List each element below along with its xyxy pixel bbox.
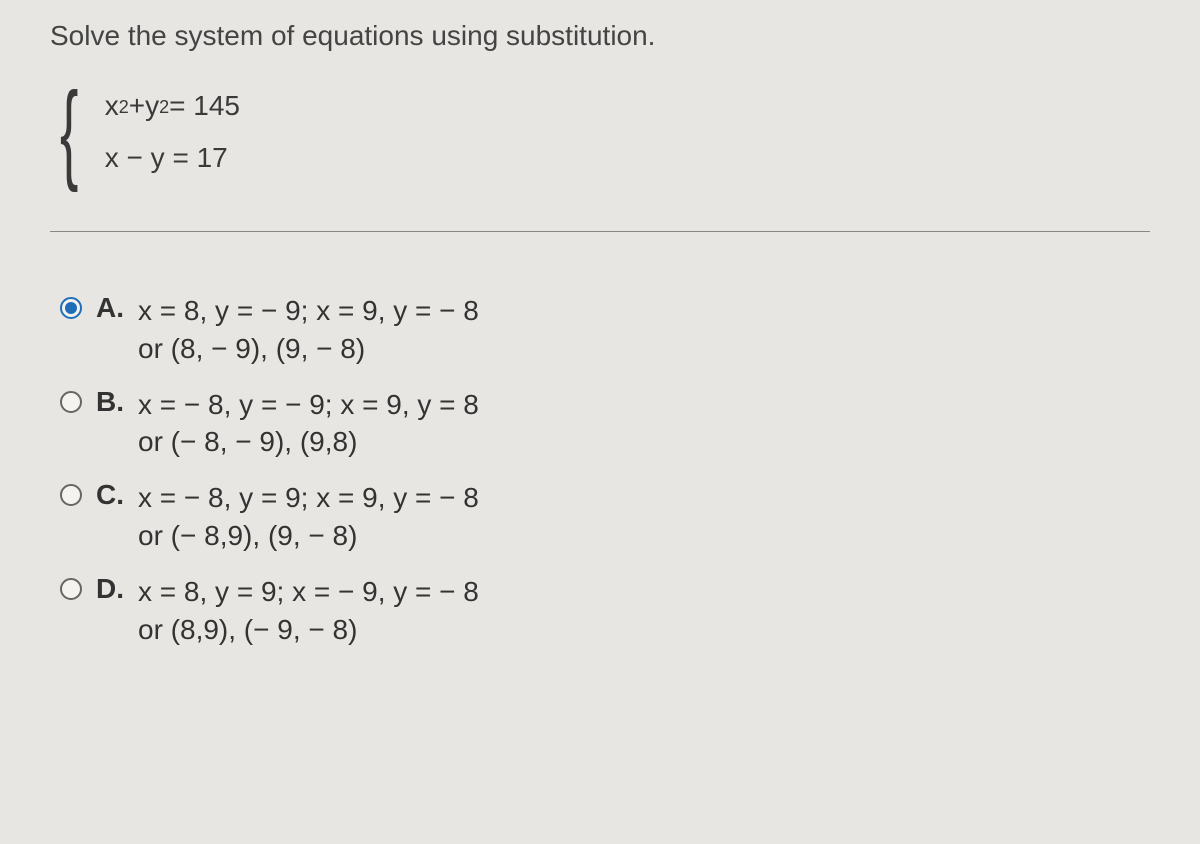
option-d-line1: x = 8, y = 9; x = − 9, y = − 8 [138, 573, 479, 611]
option-c-body: C. x = − 8, y = 9; x = 9, y = − 8 or (− … [96, 479, 479, 555]
eq1-sup2: 2 [159, 97, 169, 118]
options-group: A. x = 8, y = − 9; x = 9, y = − 8 or (8,… [60, 292, 1150, 648]
brace-symbol: { [60, 82, 78, 181]
option-b-line1: x = − 8, y = − 9; x = 9, y = 8 [138, 386, 479, 424]
option-d-body: D. x = 8, y = 9; x = − 9, y = − 8 or (8,… [96, 573, 479, 649]
question-prompt: Solve the system of equations using subs… [50, 20, 1150, 52]
option-a-letter: A. [96, 292, 124, 368]
option-b-body: B. x = − 8, y = − 9; x = 9, y = 8 or (− … [96, 386, 479, 462]
eq2-text: x − y = 17 [105, 142, 228, 174]
option-c-line1: x = − 8, y = 9; x = 9, y = − 8 [138, 479, 479, 517]
equation-1: x2 + y2 = 145 [105, 90, 240, 122]
equations-group: x2 + y2 = 145 x − y = 17 [105, 90, 240, 174]
option-c-line2: or (− 8,9), (9, − 8) [138, 517, 479, 555]
eq1-plus: + [129, 90, 145, 122]
divider-line [50, 231, 1150, 232]
radio-d[interactable] [60, 578, 82, 600]
option-c-letter: C. [96, 479, 124, 555]
option-a-body: A. x = 8, y = − 9; x = 9, y = − 8 or (8,… [96, 292, 479, 368]
option-d-text: x = 8, y = 9; x = − 9, y = − 8 or (8,9),… [138, 573, 479, 649]
eq1-x: x [105, 90, 119, 122]
eq1-rhs: = 145 [169, 90, 240, 122]
option-c-text: x = − 8, y = 9; x = 9, y = − 8 or (− 8,9… [138, 479, 479, 555]
eq1-y: y [145, 90, 159, 122]
option-a[interactable]: A. x = 8, y = − 9; x = 9, y = − 8 or (8,… [60, 292, 1150, 368]
equation-system: { x2 + y2 = 145 x − y = 17 [60, 82, 1150, 181]
radio-b[interactable] [60, 391, 82, 413]
option-a-line2: or (8, − 9), (9, − 8) [138, 330, 479, 368]
option-a-line1: x = 8, y = − 9; x = 9, y = − 8 [138, 292, 479, 330]
option-b-text: x = − 8, y = − 9; x = 9, y = 8 or (− 8, … [138, 386, 479, 462]
radio-a[interactable] [60, 297, 82, 319]
option-d-line2: or (8,9), (− 9, − 8) [138, 611, 479, 649]
option-b-line2: or (− 8, − 9), (9,8) [138, 423, 479, 461]
option-b[interactable]: B. x = − 8, y = − 9; x = 9, y = 8 or (− … [60, 386, 1150, 462]
option-a-text: x = 8, y = − 9; x = 9, y = − 8 or (8, − … [138, 292, 479, 368]
equation-2: x − y = 17 [105, 142, 240, 174]
option-b-letter: B. [96, 386, 124, 462]
eq1-sup1: 2 [119, 97, 129, 118]
option-d[interactable]: D. x = 8, y = 9; x = − 9, y = − 8 or (8,… [60, 573, 1150, 649]
option-d-letter: D. [96, 573, 124, 649]
radio-c[interactable] [60, 484, 82, 506]
option-c[interactable]: C. x = − 8, y = 9; x = 9, y = − 8 or (− … [60, 479, 1150, 555]
